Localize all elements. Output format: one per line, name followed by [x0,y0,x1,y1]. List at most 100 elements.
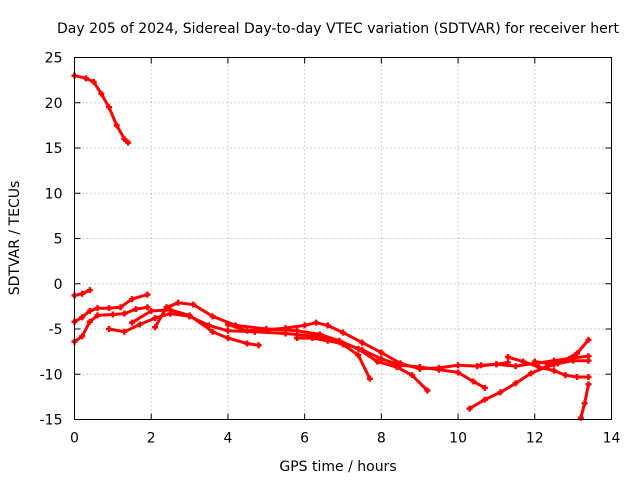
y-tick-label: 0 [54,277,63,293]
data-point [520,358,527,365]
data-point [324,337,331,344]
data-point [512,380,519,387]
x-tick-label: 12 [526,431,544,447]
data-point [504,354,511,361]
series-line-s5 [107,312,372,381]
data-point [493,361,500,368]
data-point [209,313,216,320]
x-tick-label: 4 [223,431,232,447]
data-point [481,396,488,403]
data-point [316,331,323,338]
data-point [106,104,113,111]
data-point [481,384,488,391]
y-tick-label: 5 [54,232,63,248]
data-point [136,321,143,328]
data-point [132,306,139,313]
data-point [309,335,316,342]
data-point [550,367,557,374]
data-point [121,328,128,335]
data-point [531,358,538,365]
data-point [121,135,128,142]
x-tick-label: 10 [449,431,467,447]
data-point [125,139,132,146]
data-point [282,325,289,332]
data-point [455,362,462,369]
y-tick-label: 20 [45,96,63,112]
chart-title: Day 205 of 2024, Sidereal Day-to-day VTE… [57,21,619,37]
data-point [94,305,101,312]
data-point [301,322,308,329]
x-tick-label: 2 [147,431,156,447]
series-line-s6 [130,308,261,347]
data-point [224,321,231,328]
series-line-s13 [533,359,590,366]
data-point [585,336,592,343]
data-point [94,312,101,319]
data-point [535,364,542,371]
data-point [585,373,592,380]
data-point [190,301,197,308]
data-point [163,304,170,311]
data-point [144,291,151,298]
data-point [378,349,385,356]
data-point [148,307,155,314]
data-point [293,335,300,342]
data-point [79,290,86,297]
data-point [313,319,320,326]
data-point [435,366,442,373]
y-tick-label: -15 [40,413,63,429]
data-point [113,122,120,129]
data-point [98,90,105,97]
series-layer [71,72,592,421]
data-point [340,340,346,347]
data-point [90,78,97,85]
data-point [512,363,519,370]
data-point [106,326,113,332]
y-tick-label: -10 [40,367,63,383]
data-point [255,342,262,349]
data-point [355,352,362,359]
data-point [550,361,557,368]
data-point [581,400,588,407]
data-point [416,364,423,371]
data-point [244,327,251,334]
data-point [585,357,592,364]
data-point [527,370,534,377]
data-point [497,389,504,396]
data-point [478,362,485,369]
data-point [573,350,580,357]
data-point [340,329,346,336]
data-point [121,310,128,317]
data-point [570,357,577,364]
data-point [378,355,385,362]
data-point [374,358,381,365]
axis-ticks: 0 2 4 6 8 10 12 14 -15 -10 -5 0 5 10 15 20 25 [40,51,621,447]
series-line-s1 [73,74,130,145]
data-point [175,299,182,306]
data-point [83,75,90,82]
data-point [359,346,366,353]
data-point [562,372,569,379]
data-point [424,387,431,394]
x-tick-label: 0 [70,431,79,447]
data-point [397,362,404,369]
y-tick-label: -5 [49,322,63,338]
data-point [366,375,373,382]
data-point [244,340,251,347]
y-tick-label: 15 [45,141,63,157]
data-point [79,333,86,340]
data-point [106,305,113,312]
y-axis-title: SDTVAR / TECUs [7,181,23,296]
data-point [573,373,580,380]
x-tick-label: 6 [300,431,309,447]
data-point [224,335,231,342]
data-point [152,315,159,322]
grid [74,57,612,420]
data-point [585,381,592,388]
data-point [359,339,366,346]
data-point [86,318,93,325]
data-point [263,326,270,333]
x-tick-label: 14 [603,431,621,447]
x-tick-label: 8 [377,431,386,447]
data-point [209,328,216,335]
